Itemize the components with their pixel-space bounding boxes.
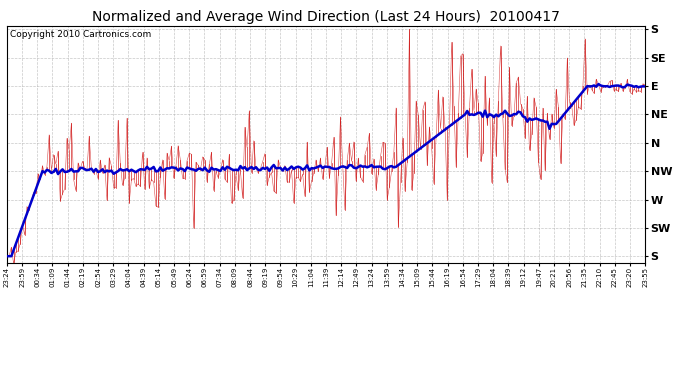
Title: Normalized and Average Wind Direction (Last 24 Hours)  20100417: Normalized and Average Wind Direction (L… [92, 10, 560, 24]
Text: Copyright 2010 Cartronics.com: Copyright 2010 Cartronics.com [10, 30, 151, 39]
